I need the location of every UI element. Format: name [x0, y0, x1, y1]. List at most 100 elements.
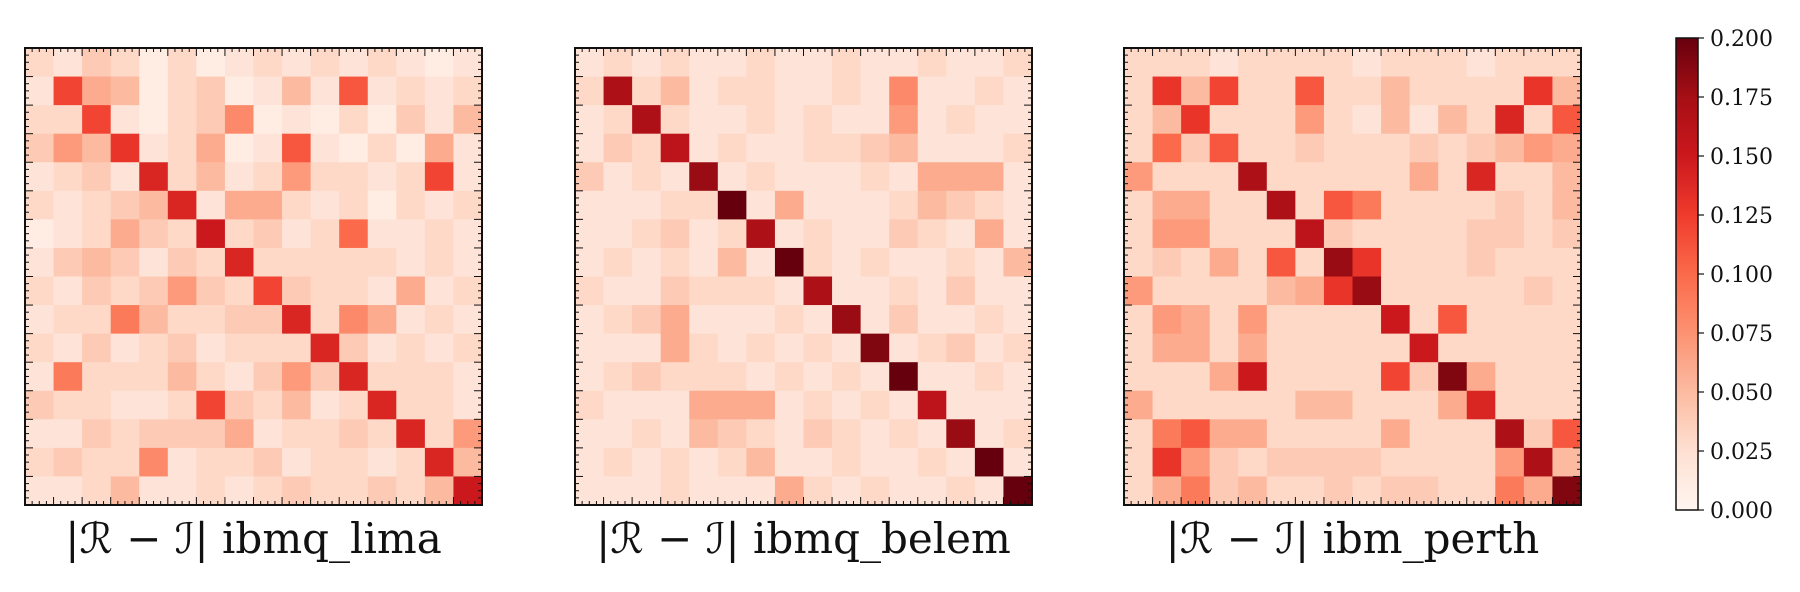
heatmap-cell	[224, 476, 255, 506]
heatmap-cell	[717, 362, 747, 392]
heatmap-cell	[717, 76, 747, 106]
heatmap-cell	[367, 133, 397, 163]
heatmap-cell	[1552, 333, 1582, 363]
heatmap-cell	[660, 333, 690, 363]
heatmap-cell	[1209, 105, 1239, 135]
heatmap-cell	[1523, 190, 1554, 220]
heatmap-cell	[1209, 76, 1239, 106]
heatmap-cell	[253, 276, 283, 306]
heatmap-cell	[1003, 276, 1033, 306]
heatmap-cell	[453, 247, 483, 278]
heatmap-cell	[1352, 305, 1382, 335]
heatmap-cell	[1238, 476, 1268, 506]
heatmap-cell	[946, 362, 976, 392]
heatmap-cell	[1323, 333, 1354, 363]
heatmap-cell	[396, 476, 426, 506]
heatmap-cell	[282, 48, 312, 78]
heatmap-cell	[1409, 305, 1439, 335]
heatmap-cell	[1209, 305, 1239, 335]
heatmap-cell	[689, 333, 719, 363]
heatmap-cell	[974, 276, 1005, 306]
heatmap-cell	[25, 133, 55, 163]
heatmap-cell	[1295, 390, 1325, 420]
heatmap-cell	[1238, 162, 1268, 192]
heatmap-cell	[424, 219, 455, 249]
heatmap-cell	[167, 447, 197, 478]
heatmap-cell	[974, 333, 1005, 363]
heatmap-cell	[53, 419, 83, 449]
heatmap-cell	[660, 48, 690, 78]
heatmap-cell	[746, 305, 776, 335]
heatmap-cell	[1352, 190, 1382, 220]
heatmap-cell	[1266, 390, 1296, 420]
heatmap-cell	[1266, 48, 1296, 78]
heatmap-cell	[1438, 76, 1468, 106]
heatmap-cell	[424, 190, 455, 220]
heatmap-cell	[1409, 105, 1439, 135]
heatmap-cell	[917, 219, 947, 249]
heatmap-cell	[1238, 105, 1268, 135]
heatmap-cell	[832, 247, 862, 278]
heatmap-cell	[1381, 390, 1411, 420]
heatmap-cell	[803, 162, 833, 192]
heatmap-cell	[660, 305, 690, 335]
heatmap-cell	[603, 247, 633, 278]
heatmap-cell	[917, 162, 947, 192]
heatmap-cell	[717, 247, 747, 278]
heatmap-cell	[746, 48, 776, 78]
heatmap-cell	[339, 133, 369, 163]
heatmap-cell	[453, 390, 483, 420]
heatmap-cell	[196, 162, 226, 192]
heatmap-cell	[110, 133, 140, 163]
heatmap-cell	[603, 76, 633, 106]
heatmap-cell	[632, 276, 662, 306]
heatmap-cell	[575, 276, 605, 306]
heatmap-cell	[1352, 105, 1382, 135]
heatmap-cell	[803, 247, 833, 278]
heatmap-cell	[1466, 305, 1496, 335]
heatmap-cell	[139, 133, 169, 163]
heatmap-cell	[139, 162, 169, 192]
heatmap-cell	[424, 105, 455, 135]
heatmap-cell	[1409, 390, 1439, 420]
heatmap-cell	[139, 105, 169, 135]
heatmap-cell	[339, 447, 369, 478]
heatmap-cell	[1209, 362, 1239, 392]
heatmap-cell	[946, 190, 976, 220]
heatmap-cell	[453, 219, 483, 249]
heatmap-cell	[1124, 162, 1154, 192]
heatmap-cell	[396, 390, 426, 420]
heatmap-cell	[1495, 447, 1525, 478]
heatmap-cell	[632, 476, 662, 506]
heatmap-cell	[1152, 247, 1182, 278]
heatmap-cell	[917, 190, 947, 220]
heatmap-panel-3: |ℛ − ℐ| ibm_perth	[1123, 47, 1582, 563]
heatmap-cell	[396, 190, 426, 220]
heatmap-cell	[1552, 219, 1582, 249]
heatmap-cell	[746, 362, 776, 392]
heatmap-cell	[889, 333, 919, 363]
heatmap-cell	[310, 333, 340, 363]
heatmap-cell	[339, 333, 369, 363]
heatmap-cell	[82, 48, 112, 78]
heatmap-cell	[1295, 419, 1325, 449]
heatmap-cell	[1466, 362, 1496, 392]
heatmap-cell	[860, 190, 890, 220]
heatmap-cell	[1381, 76, 1411, 106]
heatmap-cell	[110, 190, 140, 220]
heatmap-cell	[632, 219, 662, 249]
heatmap-cell	[774, 133, 805, 163]
heatmap-cell	[396, 133, 426, 163]
heatmap-cell	[396, 247, 426, 278]
heatmap-cell	[167, 105, 197, 135]
heatmap-cell	[1209, 48, 1239, 78]
heatmap-cell	[1238, 48, 1268, 78]
heatmap-cell	[832, 305, 862, 335]
heatmap-cell	[1381, 190, 1411, 220]
heatmap-cell	[1181, 48, 1211, 78]
heatmap-cell	[1438, 276, 1468, 306]
heatmap-cell	[253, 48, 283, 78]
heatmap-cell	[367, 190, 397, 220]
heatmap-cell	[25, 476, 55, 506]
heatmap-cell	[1266, 276, 1296, 306]
